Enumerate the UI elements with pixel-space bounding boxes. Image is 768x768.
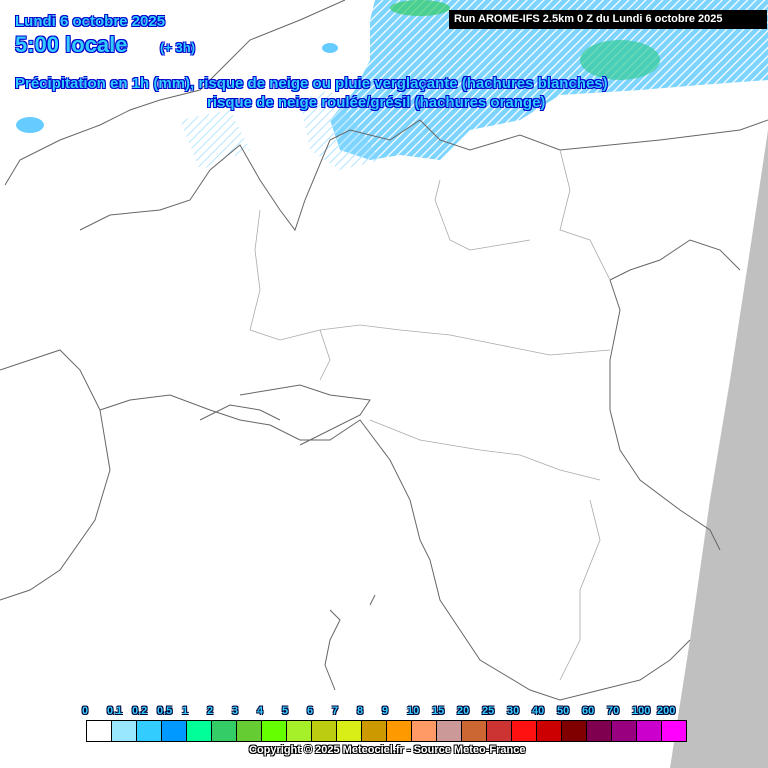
out-of-domain-area (670, 130, 768, 768)
legend-color-cell (312, 721, 337, 741)
legend-tick-label: 0.2 (132, 705, 148, 717)
legend-tick-label: 9 (382, 705, 389, 717)
legend-color-cell (387, 721, 412, 741)
forecast-date: Lundi 6 octobre 2025 (15, 13, 166, 30)
legend-color-cell (162, 721, 187, 741)
legend-color-cell (362, 721, 387, 741)
region-borders (249, 149, 611, 681)
copyright: Copyright © 2025 Meteociel.fr - Source M… (249, 744, 526, 756)
legend-tick-label: 10 (407, 705, 420, 717)
legend-tick-label: 40 (532, 705, 545, 717)
legend-tick-label: 8 (357, 705, 364, 717)
legend-color-cell (487, 721, 512, 741)
legend-tick-label: 6 (307, 705, 314, 717)
legend-color-cell (437, 721, 462, 741)
legend-tick-label: 15 (432, 705, 445, 717)
legend-color-cell (512, 721, 537, 741)
legend-color-cell (412, 721, 437, 741)
legend-color-cell (587, 721, 612, 741)
legend-color-cell (87, 721, 112, 741)
map-description-line1: Précipitation en 1h (mm), risque de neig… (15, 75, 608, 92)
legend-tick-label: 4 (257, 705, 264, 717)
legend-color-cell (262, 721, 287, 741)
legend-tick-label: 100 (632, 705, 651, 717)
legend-tick-label: 0 (82, 705, 89, 717)
legend-color-cell (237, 721, 262, 741)
legend-tick-label: 20 (457, 705, 470, 717)
run-info-banner: Run AROME-IFS 2.5km 0 Z du Lundi 6 octob… (449, 10, 767, 29)
legend-tick-label: 200 (657, 705, 676, 717)
legend-color-cell (562, 721, 587, 741)
legend-color-cell (137, 721, 162, 741)
legend-color-cell (462, 721, 487, 741)
precipitation-legend (86, 720, 687, 742)
legend-color-cell (637, 721, 662, 741)
legend-color-cell (337, 721, 362, 741)
legend-tick-label: 60 (582, 705, 595, 717)
legend-tick-label: 2 (207, 705, 214, 717)
legend-tick-label: 5 (282, 705, 289, 717)
precipitation-area (16, 0, 768, 170)
legend-color-cell (287, 721, 312, 741)
legend-color-cell (187, 721, 212, 741)
legend-tick-label: 1 (182, 705, 189, 717)
legend-tick-label: 0.1 (107, 705, 123, 717)
legend-tick-label: 25 (482, 705, 495, 717)
legend-tick-label: 30 (507, 705, 520, 717)
map-description-line2: risque de neige roulée/grésil (hachures … (207, 94, 546, 111)
legend-color-cell (662, 721, 686, 741)
legend-tick-label: 3 (232, 705, 239, 717)
legend-tick-label: 50 (557, 705, 570, 717)
legend-tick-label: 70 (607, 705, 620, 717)
borders (0, 0, 768, 701)
legend-tick-label: 7 (332, 705, 339, 717)
legend-color-cell (537, 721, 562, 741)
forecast-offset: (+ 3h) (160, 40, 196, 55)
legend-color-cell (112, 721, 137, 741)
legend-tick-label: 0.5 (157, 705, 173, 717)
forecast-time: 5:00 locale (15, 32, 128, 57)
legend-color-cell (212, 721, 237, 741)
legend-color-cell (612, 721, 637, 741)
